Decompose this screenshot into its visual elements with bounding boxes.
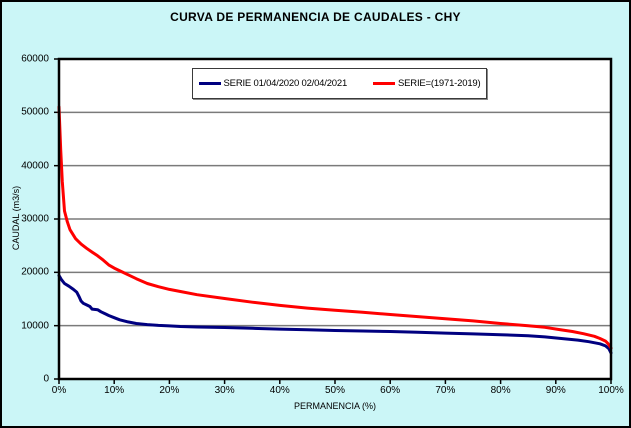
y-tick-label: 10000: [21, 320, 49, 332]
legend-box: SERIE 01/04/2020 02/04/2021 SERIE=(1971-…: [192, 68, 487, 99]
x-tick-label: 40%: [269, 385, 290, 396]
x-tick-label: 80%: [490, 385, 511, 396]
y-tick-label: 20000: [21, 266, 49, 278]
y-tick-label: 0: [43, 373, 49, 385]
x-axis-title: PERMANENCIA (%): [293, 401, 376, 411]
x-tick-label: 30%: [214, 385, 235, 396]
series-line-1971-2019: [57, 105, 613, 350]
series-line-2020-2021: [57, 274, 613, 355]
y-tick-label: 30000: [21, 213, 49, 225]
x-tick-label: 100%: [598, 385, 624, 396]
y-tick-label: 60000: [21, 53, 49, 65]
x-tick-label: 10%: [104, 385, 125, 396]
x-tick-label: 20%: [159, 385, 180, 396]
chart-title: CURVA DE PERMANENCIA DE CAUDALES - CHY: [170, 10, 461, 24]
legend-label: SERIE=(1971-2019): [398, 78, 481, 89]
legend-entry-serie-1971-2019: SERIE=(1971-2019): [373, 78, 481, 89]
blue-line-swatch: [198, 82, 221, 85]
plot-frame: [57, 57, 613, 381]
x-tick-label: 70%: [435, 385, 456, 396]
x-tick-label: 60%: [380, 385, 401, 396]
y-tick-label: 40000: [21, 160, 49, 172]
x-tick-label: 50%: [324, 385, 345, 396]
legend-entry-serie-2020-2021: SERIE 01/04/2020 02/04/2021: [198, 78, 348, 89]
legend-label: SERIE 01/04/2020 02/04/2021: [223, 78, 348, 89]
y-tick-label: 50000: [21, 106, 49, 118]
red-line-swatch: [373, 82, 396, 85]
x-tick-label: 90%: [545, 385, 566, 396]
x-tick-label: 0%: [51, 385, 67, 396]
